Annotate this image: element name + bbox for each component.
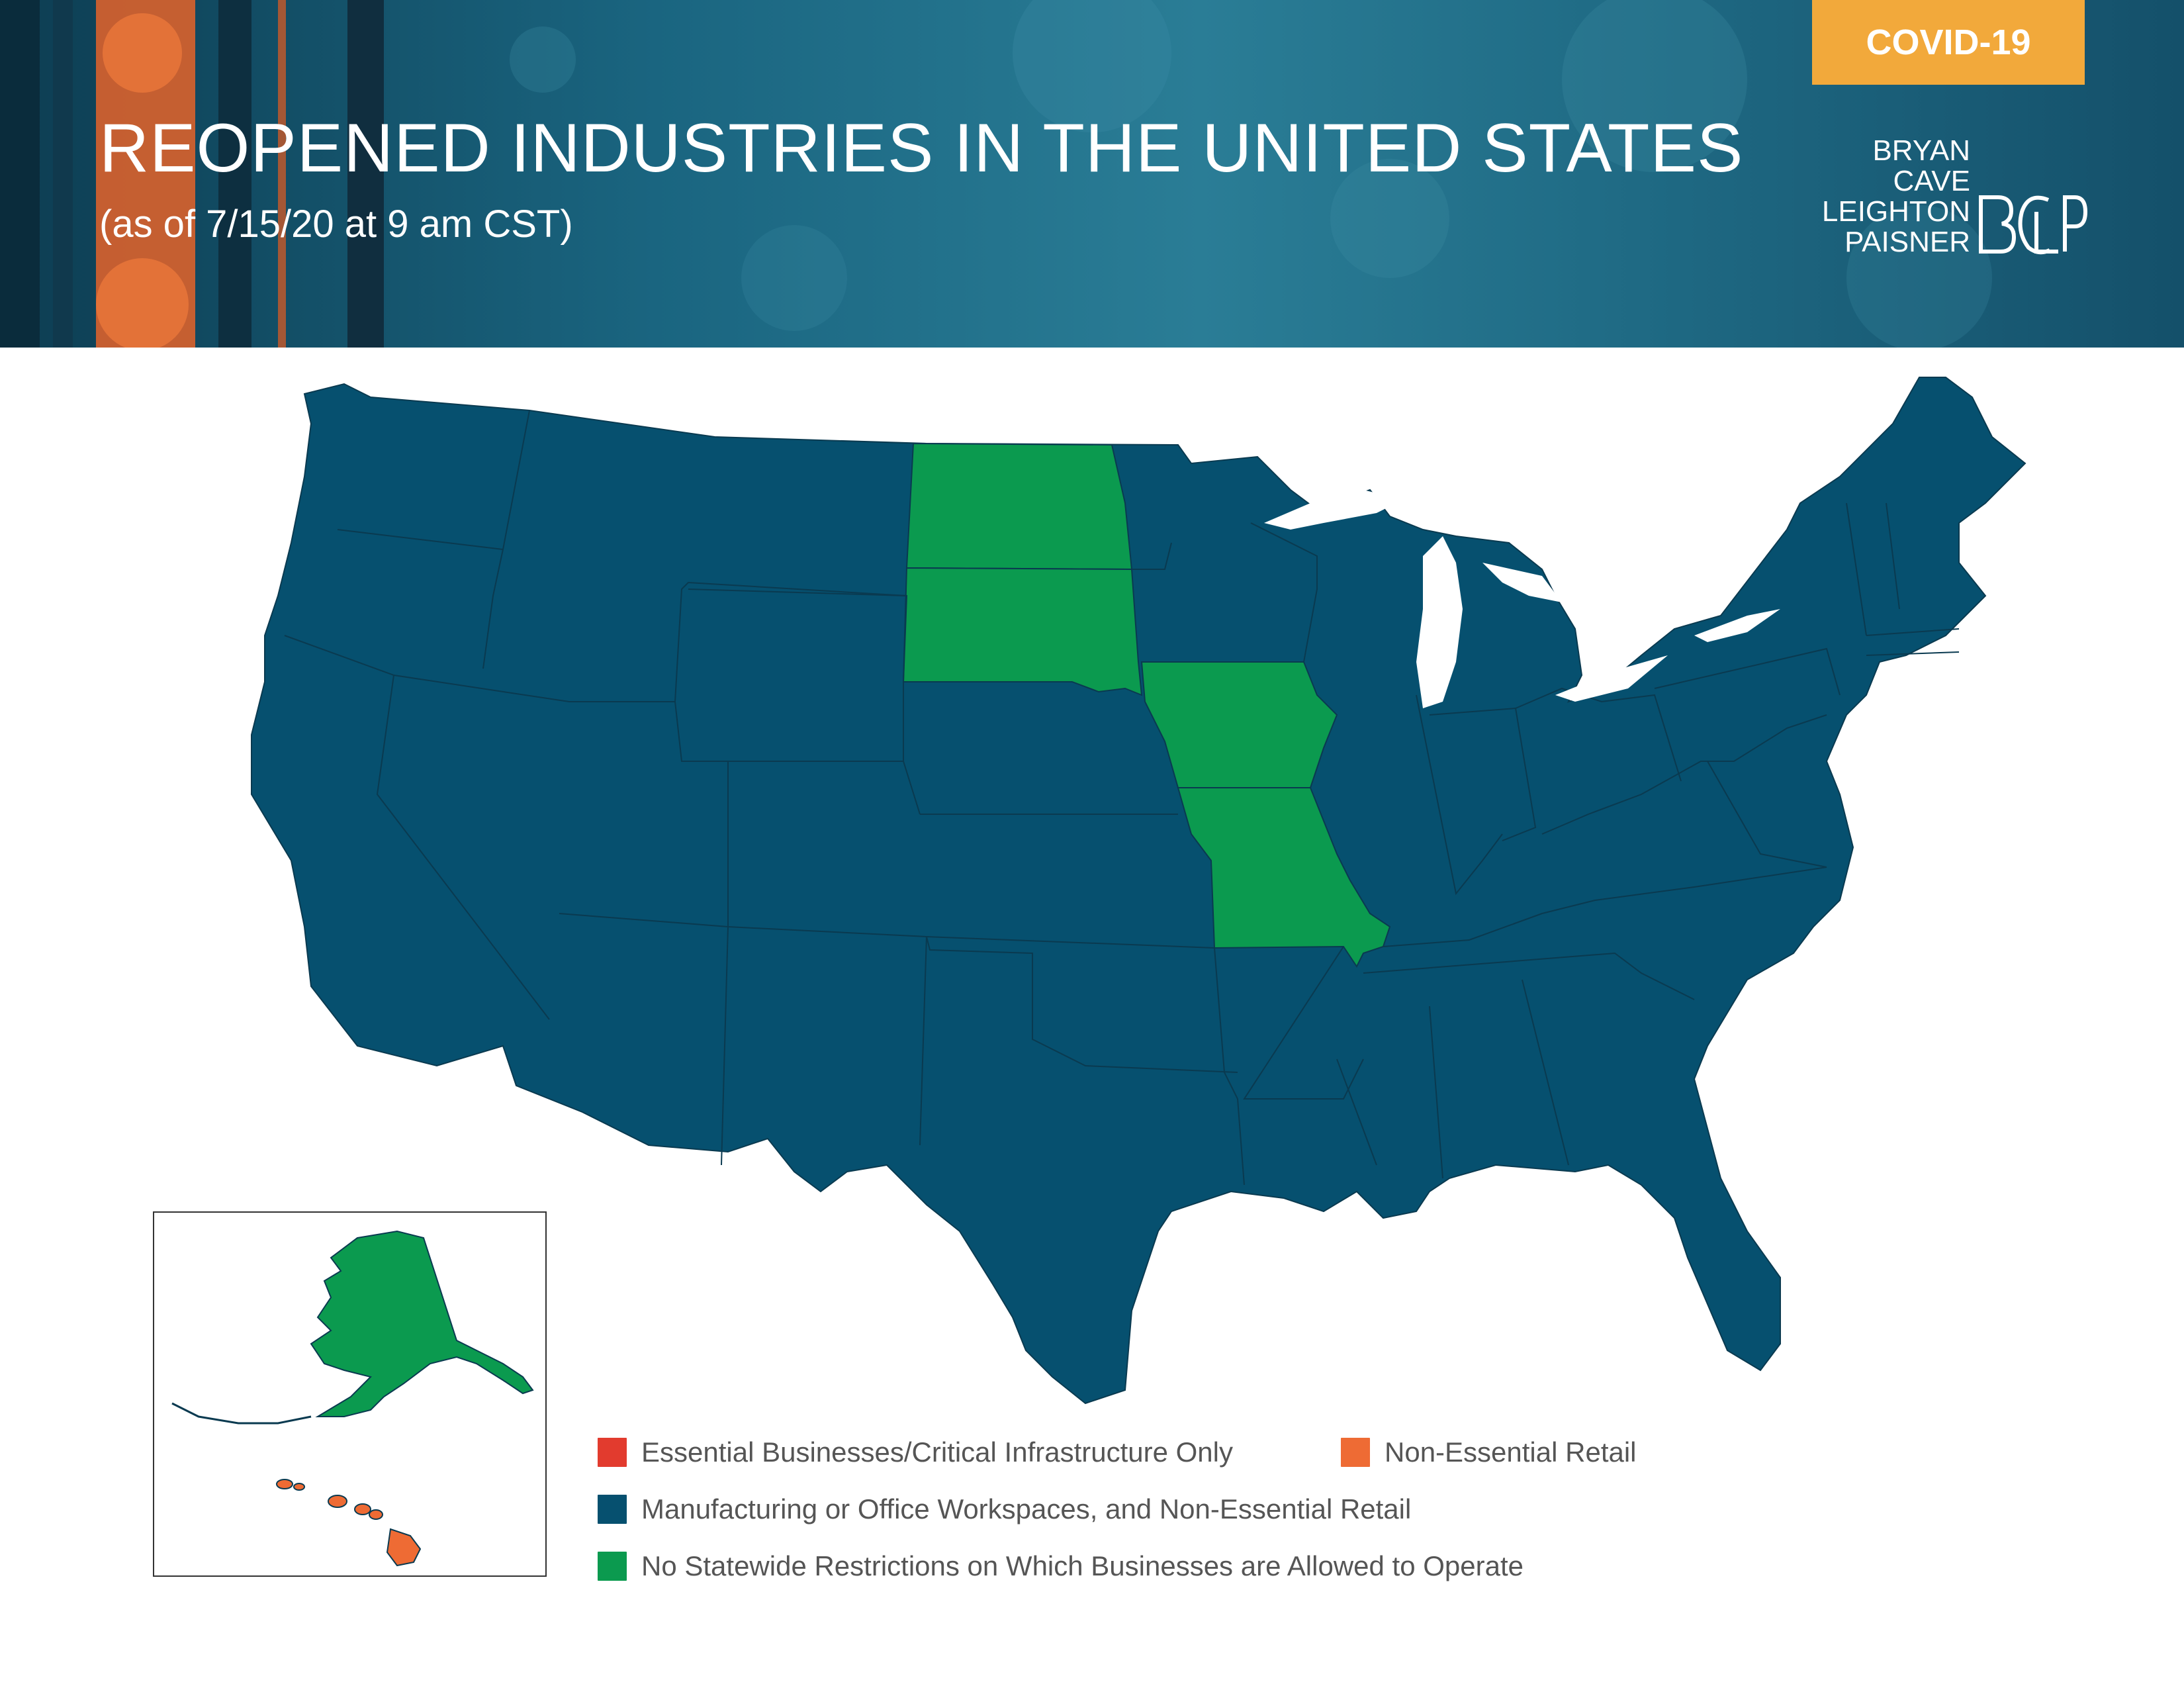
legend-swatch-blue (598, 1495, 627, 1524)
map-legend: Essential Businesses/Critical Infrastruc… (598, 1436, 1723, 1595)
legend-item-essential-only: Essential Businesses/Critical Infrastruc… (598, 1436, 1233, 1468)
legend-label-manufacturing-office: Manufacturing or Office Workspaces, and … (641, 1493, 1412, 1524)
bclp-logo-mark (1979, 195, 2088, 255)
state-north-dakota (905, 442, 1133, 571)
legend-label-essential-only: Essential Businesses/Critical Infrastruc… (641, 1436, 1233, 1468)
logo-line-1: BRYAN (1872, 134, 1970, 167)
legend-label-non-essential-retail: Non-Essential Retail (1385, 1436, 1637, 1468)
legend-item-non-essential-retail: Non-Essential Retail (1341, 1436, 1637, 1468)
state-iowa (1140, 661, 1338, 788)
header-banner: REOPENED INDUSTRIES IN THE UNITED STATES… (0, 0, 2184, 348)
legend-item-no-restrictions: No Statewide Restrictions on Which Busin… (598, 1550, 1524, 1582)
covid-19-badge: COVID-19 (1812, 0, 2085, 85)
legend-item-manufacturing-office: Manufacturing or Office Workspaces, and … (598, 1493, 1411, 1525)
logo-line-4: PAISNER (1844, 226, 1970, 258)
legend-swatch-orange (1341, 1438, 1370, 1467)
inset-overlay (171, 1230, 534, 1567)
state-south-dakota (902, 567, 1143, 696)
bclp-logo-text: BRYAN CAVE LEIGHTON PAISNER (1758, 136, 1970, 258)
legend-swatch-green (598, 1552, 627, 1581)
contiguous-us-landmass (251, 377, 2026, 1405)
page-subtitle: (as of 7/15/20 at 9 am CST) (99, 203, 573, 246)
page-title: REOPENED INDUSTRIES IN THE UNITED STATES (99, 110, 1744, 187)
great-lakes (1264, 490, 1780, 708)
logo-line-2: CAVE (1893, 165, 1970, 197)
virus-background-graphic (0, 0, 1992, 348)
legend-label-no-restrictions: No Statewide Restrictions on Which Busin… (641, 1550, 1524, 1581)
logo-line-3: LEIGHTON (1821, 195, 1970, 228)
legend-swatch-red (598, 1438, 627, 1467)
